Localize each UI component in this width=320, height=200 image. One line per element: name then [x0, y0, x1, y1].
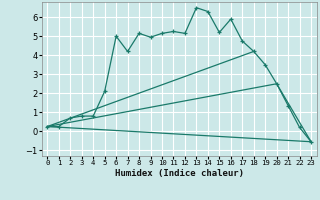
X-axis label: Humidex (Indice chaleur): Humidex (Indice chaleur) — [115, 169, 244, 178]
